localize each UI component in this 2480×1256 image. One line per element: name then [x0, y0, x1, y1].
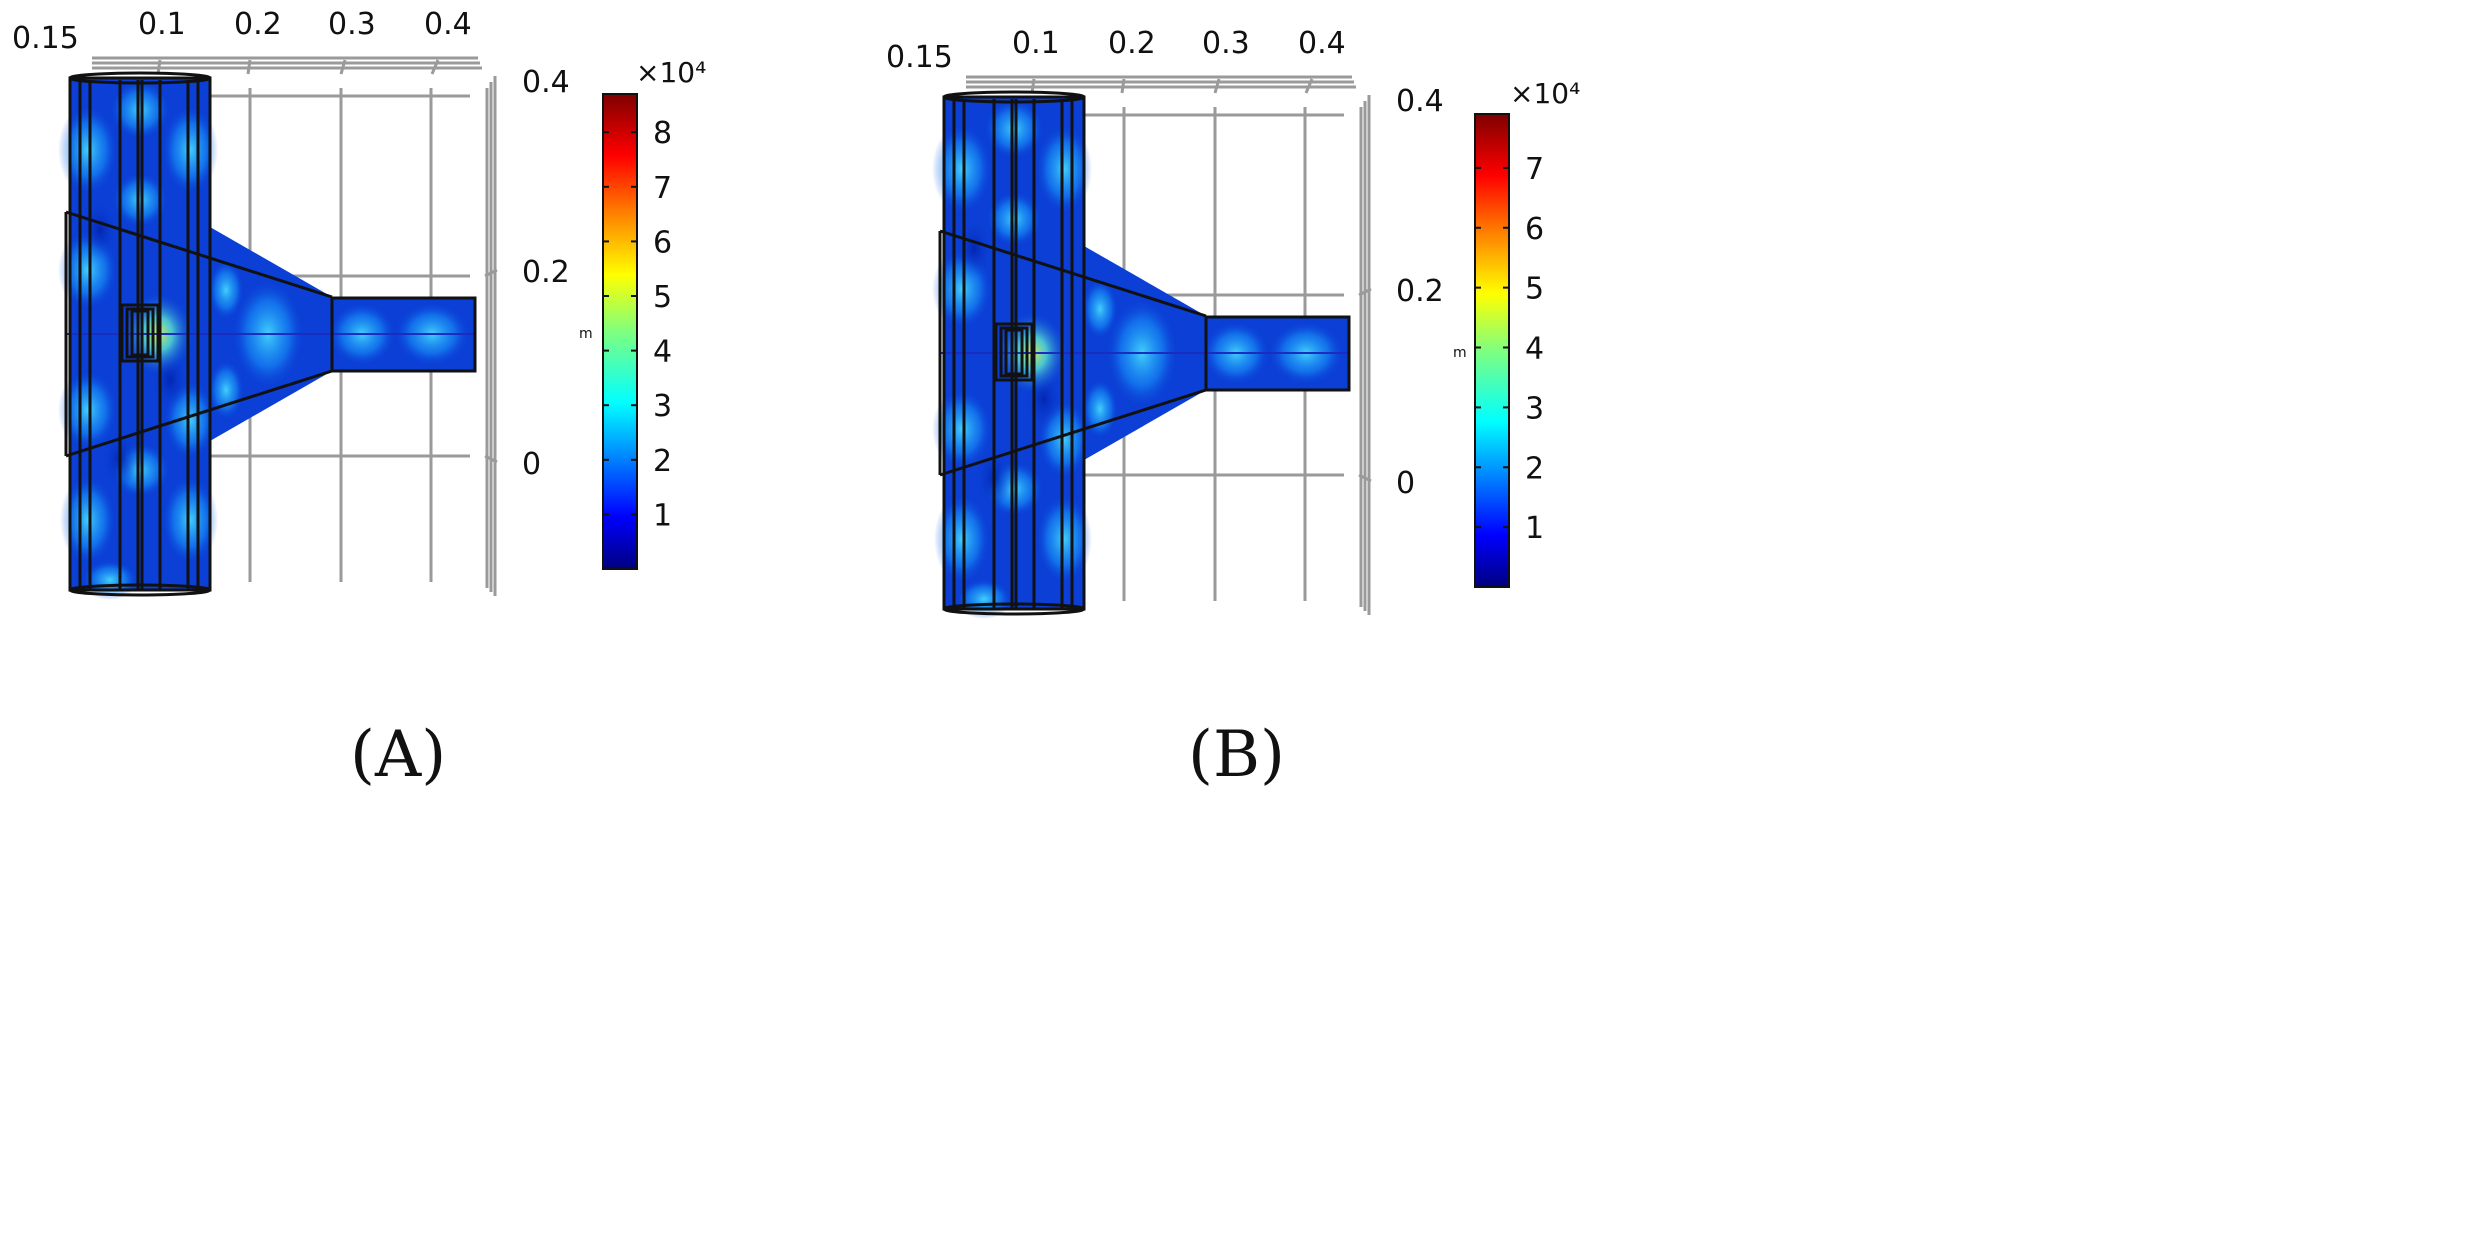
y-tick-labels-b: 0.4 0.2 0 — [1396, 84, 1444, 501]
x-tick-label: 0.1 — [138, 7, 186, 42]
x-tick-label: 0.15 — [886, 40, 953, 75]
x-tick-label: 0.3 — [328, 7, 376, 42]
colorbar-tick-label: 5 — [1525, 272, 1544, 307]
y-tick-label: 0.2 — [1396, 274, 1444, 309]
field-plot-b — [930, 75, 1373, 621]
colorbar-tick-label: 5 — [653, 280, 672, 315]
colorbar-tick-label: 6 — [653, 225, 672, 260]
panel-b: 0.15 0.1 0.2 0.3 0.4 0.4 0.2 0 ×10⁴ m 7 6… — [886, 26, 1580, 792]
colorbar-tick-label: 1 — [1525, 511, 1544, 546]
x-tick-label: 0.2 — [234, 7, 282, 42]
colorbar-unit: m — [1453, 345, 1467, 361]
colorbar-tick-label: 3 — [653, 389, 672, 424]
colorbar-tick-label: 2 — [653, 444, 672, 479]
y-tick-label: 0.4 — [1396, 84, 1444, 119]
y-tick-label: 0.2 — [522, 255, 570, 290]
y-tick-label: 0 — [522, 447, 541, 482]
colorbar-gradient — [1474, 113, 1510, 588]
x-tick-label: 0.15 — [12, 21, 79, 56]
colorbar-tick-label: 6 — [1525, 212, 1544, 247]
colorbar-b: ×10⁴ m 7 6 5 4 3 2 1 — [1453, 77, 1580, 588]
colorbar-tick-label: 7 — [653, 171, 672, 206]
x-tick-labels-b: 0.15 0.1 0.2 0.3 0.4 — [886, 26, 1346, 75]
x-tick-label: 0.4 — [424, 7, 472, 42]
x-tick-label: 0.3 — [1202, 26, 1250, 61]
field-plot-a — [56, 56, 499, 602]
x-tick-labels-a: 0.15 0.1 0.2 0.3 0.4 — [12, 7, 472, 56]
colorbar-a: ×10⁴ m 8 7 6 5 4 3 2 1 — [579, 56, 706, 570]
y-tick-label: 0.4 — [522, 65, 570, 100]
y-tick-labels-a: 0.4 0.2 0 — [522, 65, 570, 482]
colorbar-tick-label: 2 — [1525, 451, 1544, 486]
colorbar-gradient — [602, 93, 638, 570]
x-tick-label: 0.4 — [1298, 26, 1346, 61]
x-tick-label: 0.2 — [1108, 26, 1156, 61]
x-tick-label: 0.1 — [1012, 26, 1060, 61]
colorbar-unit: m — [579, 326, 593, 342]
colorbar-multiplier: ×10⁴ — [636, 56, 706, 89]
colorbar-tick-label: 4 — [653, 335, 672, 370]
panel-caption-b: (B) — [1188, 718, 1285, 792]
panel-caption-a: (A) — [350, 718, 446, 792]
colorbar-tick-label: 4 — [1525, 332, 1544, 367]
colorbar-tick-label: 8 — [653, 116, 672, 151]
colorbar-multiplier: ×10⁴ — [1510, 77, 1580, 110]
colorbar-tick-label: 1 — [653, 498, 672, 533]
colorbar-tick-label: 7 — [1525, 152, 1544, 187]
panel-a: 0.15 0.1 0.2 0.3 0.4 0.4 0.2 0 ×10⁴ m 8 7… — [12, 7, 706, 792]
y-tick-label: 0 — [1396, 466, 1415, 501]
colorbar-tick-label: 3 — [1525, 391, 1544, 426]
